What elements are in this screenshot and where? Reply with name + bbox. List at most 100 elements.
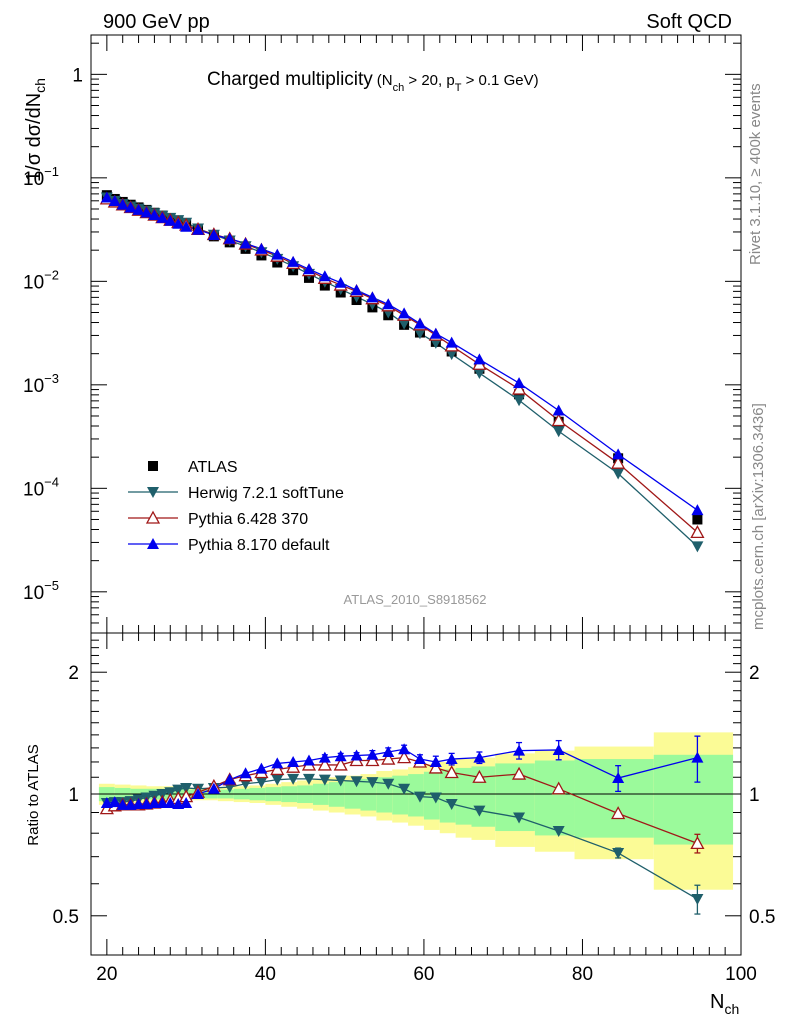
main-point-pythia8 (180, 220, 193, 232)
ratio-point-pythia6 (444, 765, 459, 779)
ratio-point-herwig (398, 783, 411, 795)
ratio-point-pythia6 (690, 836, 705, 850)
ratio-point-pythia8 (271, 757, 284, 769)
main-point-herwig (552, 426, 565, 438)
ratio-point-pythia8 (413, 753, 426, 765)
ratio-point-pythia8 (334, 750, 347, 762)
legend-label-atlas: ATLAS (188, 459, 238, 476)
main-point-atlas (692, 514, 703, 525)
legend-marker-pythia6 (145, 510, 161, 524)
ratio-y-tick-label-right: 2 (749, 663, 760, 684)
ratio-ticks: 0.5 0.5 1 1 2 2 20 40 60 80 100 (53, 633, 775, 985)
main-point-pythia6 (511, 381, 527, 395)
ratio-point-pythia6 (472, 769, 487, 783)
main-point-pythia8 (156, 211, 169, 223)
ratio-point-pythia8 (287, 755, 300, 767)
ratio-band-inner (534, 760, 575, 836)
main-point-herwig (473, 368, 486, 380)
ratio-y-tick-label: 2 (68, 663, 79, 684)
header-left: 900 GeV pp (103, 11, 210, 33)
ratio-point-herwig (271, 774, 284, 786)
main-point-pythia8 (192, 223, 205, 235)
main-y-label: 1/σ dσ/dNch (23, 78, 48, 182)
ratio-point-pythia6 (381, 751, 396, 765)
ratio-band-inner (574, 759, 654, 838)
main-point-pythia8 (164, 214, 177, 226)
main-point-pythia6 (690, 525, 705, 539)
ratio-point-herwig (164, 787, 177, 799)
main-point-pythia8 (140, 206, 153, 218)
main-y-tick-label: 1 (72, 65, 83, 86)
ratio-point-pythia8 (612, 772, 625, 784)
main-point-pythia8 (318, 270, 331, 282)
ratio-point-pythia6 (365, 753, 380, 767)
ratio-point-herwig (429, 792, 442, 804)
main-point-pythia8 (132, 203, 145, 215)
ratio-point-pythia8 (366, 748, 379, 760)
ratio-point-pythia8 (164, 797, 177, 809)
ratio-series (99, 735, 705, 915)
main-point-pythia8 (239, 237, 252, 249)
ratio-point-pythia8 (239, 767, 252, 779)
main-point-pythia8 (473, 353, 486, 365)
legend-marker-atlas (148, 461, 158, 471)
main-series (99, 190, 705, 553)
ratio-point-pythia8 (207, 782, 220, 794)
ratio-band-inner (653, 754, 734, 845)
ratio-point-pythia8 (108, 796, 121, 808)
ratio-point-herwig (413, 791, 426, 803)
ratio-point-pythia8 (302, 754, 315, 766)
ratio-point-herwig (366, 777, 379, 789)
x-axis-label: Nch (710, 991, 739, 1017)
ratio-panel: 0.5 0.5 1 1 2 2 20 40 60 80 100 Ratio to ATLAS Nch (25, 632, 775, 1017)
ratio-point-pythia8 (255, 762, 268, 774)
legend-label-pythia8: Pythia 8.170 default (188, 537, 330, 554)
main-point-pythia8 (334, 276, 347, 288)
ratio-point-pythia6 (317, 757, 332, 771)
main-point-pythia8 (148, 208, 161, 220)
main-point-pythia8 (445, 336, 458, 348)
ratio-point-pythia8 (513, 744, 526, 756)
ratio-point-pythia6 (511, 766, 527, 780)
main-point-herwig (413, 328, 426, 340)
x-tick-label: 80 (572, 964, 593, 985)
ratio-point-pythia8 (116, 798, 129, 810)
ratio-point-herwig (552, 826, 565, 838)
ratio-point-pythia8 (473, 751, 486, 763)
ratio-y-tick-label: 0.5 (53, 907, 79, 928)
ratio-point-pythia8 (132, 797, 145, 809)
main-point-pythia8 (429, 327, 442, 339)
main-point-herwig (513, 395, 526, 407)
ratio-y-tick-label: 1 (68, 785, 79, 806)
ratio-point-pythia8 (350, 749, 363, 761)
ratio-point-pythia6 (611, 806, 626, 820)
main-point-pythia8 (116, 198, 129, 210)
main-point-herwig (398, 318, 411, 330)
ratio-y-tick-label-right: 0.5 (749, 907, 775, 928)
legend-label-herwig: Herwig 7.2.1 softTune (188, 485, 344, 502)
ratio-point-pythia8 (552, 743, 565, 755)
main-point-pythia8 (271, 248, 284, 260)
ratio-point-pythia8 (445, 753, 458, 765)
main-point-pythia8 (350, 284, 363, 296)
ratio-point-herwig (180, 782, 193, 794)
main-point-pythia8 (302, 263, 315, 275)
main-point-pythia8 (255, 242, 268, 254)
ratio-point-herwig (318, 774, 331, 786)
ratio-band-inner (471, 766, 496, 827)
main-point-pythia8 (223, 232, 236, 244)
ratio-point-herwig (513, 812, 526, 824)
ratio-point-pythia8 (398, 743, 411, 755)
main-point-pythia8 (108, 195, 121, 207)
ratio-point-pythia6 (428, 760, 443, 774)
main-ticks: 1 10−1 10−2 10−3 10−4 10−5 (23, 35, 742, 634)
ratio-point-herwig (445, 798, 458, 810)
ratio-point-pythia6 (551, 781, 566, 795)
ratio-point-pythia6 (270, 762, 285, 776)
main-y-tick-label: 10−1 (23, 164, 59, 190)
main-point-pythia8 (513, 377, 526, 389)
legend: ATLAS Herwig 7.2.1 softTune Pythia 6.428 3… (128, 459, 344, 554)
main-point-pythia8 (207, 229, 220, 241)
main-y-tick-label: 10−4 (23, 474, 59, 500)
plot-title: Charged multiplicity (Nch > 20, pT > 0.1 … (207, 69, 539, 94)
